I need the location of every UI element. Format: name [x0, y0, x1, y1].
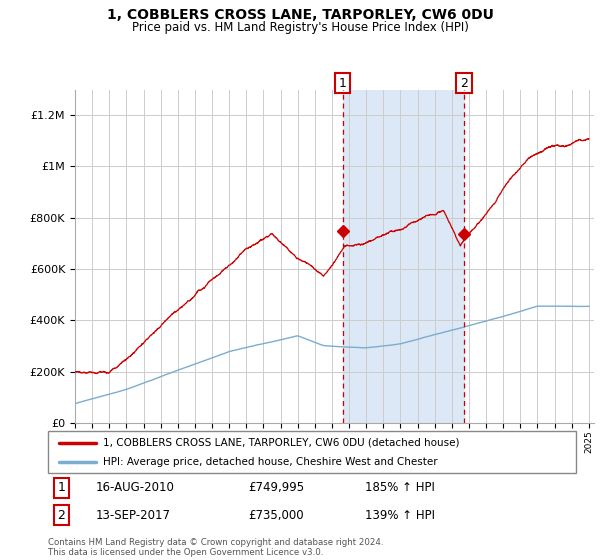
- Text: 16-AUG-2010: 16-AUG-2010: [95, 481, 175, 494]
- Text: HPI: Average price, detached house, Cheshire West and Chester: HPI: Average price, detached house, Ches…: [103, 457, 438, 467]
- Text: 1, COBBLERS CROSS LANE, TARPORLEY, CW6 0DU: 1, COBBLERS CROSS LANE, TARPORLEY, CW6 0…: [107, 8, 493, 22]
- Text: Price paid vs. HM Land Registry's House Price Index (HPI): Price paid vs. HM Land Registry's House …: [131, 21, 469, 34]
- Text: 1: 1: [338, 77, 347, 90]
- Bar: [343, 90, 464, 423]
- Text: 139% ↑ HPI: 139% ↑ HPI: [365, 509, 435, 522]
- Text: 2: 2: [460, 77, 468, 90]
- Text: £735,000: £735,000: [248, 509, 304, 522]
- Text: 1: 1: [57, 481, 65, 494]
- Text: 13-SEP-2017: 13-SEP-2017: [95, 509, 170, 522]
- Text: £749,995: £749,995: [248, 481, 305, 494]
- Text: 2: 2: [57, 509, 65, 522]
- Text: Contains HM Land Registry data © Crown copyright and database right 2024.
This d: Contains HM Land Registry data © Crown c…: [48, 538, 383, 557]
- Text: 1, COBBLERS CROSS LANE, TARPORLEY, CW6 0DU (detached house): 1, COBBLERS CROSS LANE, TARPORLEY, CW6 0…: [103, 437, 460, 447]
- Text: 185% ↑ HPI: 185% ↑ HPI: [365, 481, 434, 494]
